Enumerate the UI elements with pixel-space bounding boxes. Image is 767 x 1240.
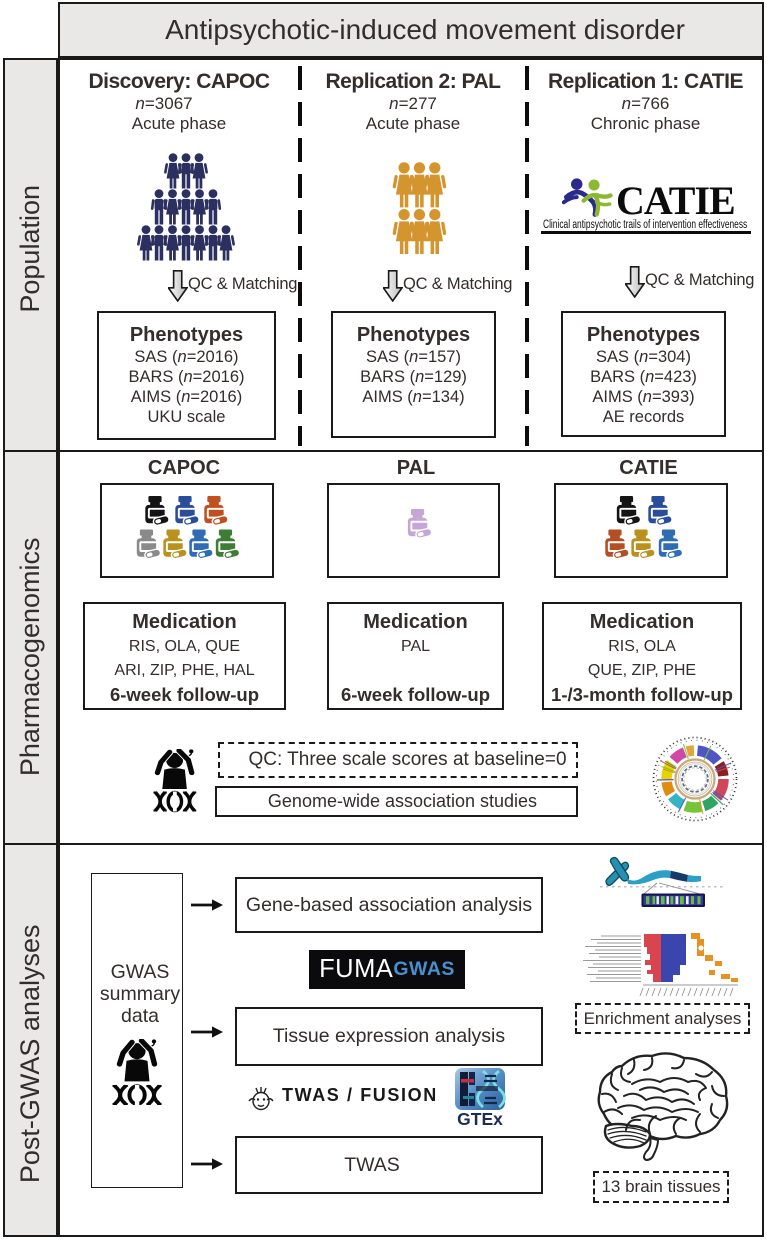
svg-text:GTEx: GTEx [457,1109,503,1126]
